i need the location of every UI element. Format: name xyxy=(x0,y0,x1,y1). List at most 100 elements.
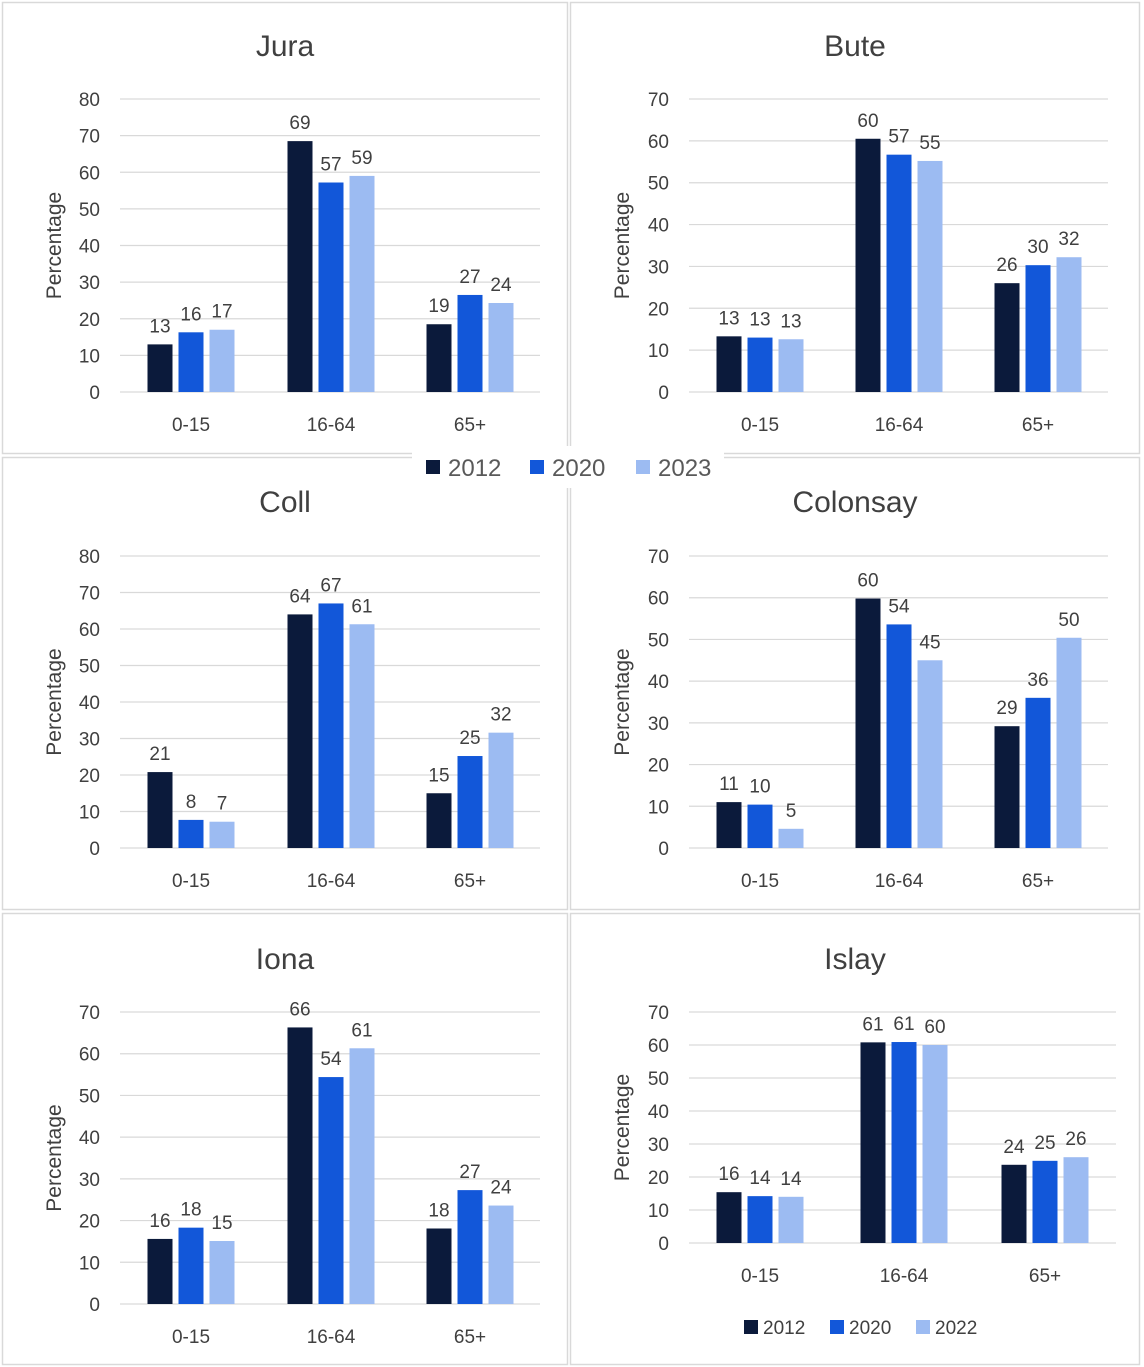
data-label: 18 xyxy=(428,1200,449,1221)
data-label: 60 xyxy=(857,111,878,132)
data-label: 21 xyxy=(149,744,170,765)
x-category-label: 16-64 xyxy=(880,1266,929,1287)
data-label: 32 xyxy=(1058,229,1079,250)
chart-title: Islay xyxy=(824,943,886,976)
data-label: 5 xyxy=(786,801,797,822)
data-label: 13 xyxy=(780,311,801,332)
bar-2020-0-15 xyxy=(178,819,204,848)
y-axis-label: Percentage xyxy=(43,1104,66,1211)
data-label: 27 xyxy=(459,1162,480,1183)
y-tick-label: 10 xyxy=(648,1201,669,1222)
y-tick-label: 70 xyxy=(79,584,100,605)
bar-2023-65+ xyxy=(488,732,514,848)
panel-border xyxy=(1,1,569,455)
y-tick-label: 0 xyxy=(89,1295,100,1316)
y-tick-label: 60 xyxy=(79,163,100,184)
bar-2022-16-64 xyxy=(922,1045,948,1243)
x-category-label: 0-15 xyxy=(741,871,779,892)
bar-2020-16-64 xyxy=(886,154,912,392)
data-label: 64 xyxy=(289,586,311,607)
bar-2020-0-15 xyxy=(747,804,773,848)
bar-2020-0-15 xyxy=(747,337,773,392)
bar-2012-0-15 xyxy=(147,344,173,392)
bar-2020-0-15 xyxy=(747,1196,773,1243)
data-label: 69 xyxy=(289,113,310,134)
bar-2023-0-15 xyxy=(209,1241,235,1304)
main-legend-label: 2012 xyxy=(448,455,501,482)
chart-panel-coll: Coll 0 10 20 30 40 50 60 70 80 Percentage 0-15 16-64… xyxy=(1,456,569,911)
y-tick-label: 60 xyxy=(648,1036,669,1057)
chart-title: Bute xyxy=(824,30,886,63)
x-category-label: 16-64 xyxy=(307,871,356,892)
bar-2012-0-15 xyxy=(147,1238,173,1304)
bar-2020-0-15 xyxy=(178,1227,204,1304)
panel-border xyxy=(569,912,1141,1366)
y-tick-label: 0 xyxy=(658,383,669,404)
main-legend-background xyxy=(412,446,724,488)
x-category-label: 65+ xyxy=(1029,1266,1061,1287)
legend-label: 2012 xyxy=(763,1318,805,1339)
data-label: 30 xyxy=(1027,237,1048,258)
y-tick-label: 10 xyxy=(79,1253,100,1274)
bar-2020-16-64 xyxy=(891,1042,917,1243)
bar-2012-16-64 xyxy=(287,1027,313,1304)
legend-swatch xyxy=(830,1320,844,1334)
data-label: 11 xyxy=(719,774,739,795)
data-label: 15 xyxy=(428,765,449,786)
data-label: 26 xyxy=(1065,1129,1086,1150)
data-label: 17 xyxy=(211,302,232,323)
x-category-label: 65+ xyxy=(1022,871,1054,892)
main-legend-label: 2023 xyxy=(658,455,711,482)
data-label: 13 xyxy=(718,308,739,329)
data-label: 54 xyxy=(888,596,910,617)
bar-2022-0-15 xyxy=(778,1196,804,1243)
data-label: 13 xyxy=(149,316,170,337)
data-label: 61 xyxy=(893,1014,914,1035)
y-tick-label: 20 xyxy=(648,299,669,320)
main-legend-swatch xyxy=(636,460,650,474)
main-legend-swatch xyxy=(426,460,440,474)
x-category-label: 65+ xyxy=(454,871,486,892)
x-category-label: 16-64 xyxy=(875,871,924,892)
data-label: 16 xyxy=(180,304,201,325)
bar-2023-16-64 xyxy=(917,160,943,392)
bar-2012-16-64 xyxy=(287,141,313,392)
x-category-label: 65+ xyxy=(454,1327,486,1348)
y-tick-label: 70 xyxy=(79,1003,100,1024)
data-label: 61 xyxy=(351,596,372,617)
bar-2020-16-64 xyxy=(318,182,344,392)
data-label: 60 xyxy=(924,1017,945,1038)
data-label: 26 xyxy=(996,255,1017,276)
y-tick-label: 70 xyxy=(648,547,669,568)
data-label: 45 xyxy=(919,632,940,653)
x-category-label: 65+ xyxy=(454,415,486,436)
bar-2012-0-15 xyxy=(716,336,742,392)
bar-2012-16-64 xyxy=(855,138,881,392)
data-label: 14 xyxy=(749,1168,771,1189)
data-label: 29 xyxy=(996,698,1017,719)
data-label: 16 xyxy=(149,1211,170,1232)
x-category-label: 16-64 xyxy=(875,415,924,436)
y-tick-label: 60 xyxy=(648,589,669,610)
bar-2023-0-15 xyxy=(209,821,235,848)
y-tick-label: 60 xyxy=(79,1045,100,1066)
bar-2020-65+ xyxy=(1032,1160,1058,1243)
y-tick-label: 30 xyxy=(79,730,100,751)
y-tick-label: 70 xyxy=(648,1003,669,1024)
x-category-label: 0-15 xyxy=(172,1327,210,1348)
data-label: 8 xyxy=(186,792,197,813)
bar-2023-16-64 xyxy=(349,1048,375,1304)
data-label: 24 xyxy=(490,1178,512,1199)
y-axis-label: Percentage xyxy=(43,648,66,755)
legend-swatch xyxy=(916,1320,930,1334)
y-tick-label: 50 xyxy=(648,630,669,651)
bar-2020-16-64 xyxy=(318,603,344,848)
y-tick-label: 20 xyxy=(79,1212,100,1233)
data-label: 32 xyxy=(490,705,511,726)
bar-2023-65+ xyxy=(1056,637,1082,848)
y-tick-label: 0 xyxy=(89,839,100,860)
bar-2023-16-64 xyxy=(917,660,943,848)
x-category-label: 0-15 xyxy=(172,415,210,436)
data-label: 19 xyxy=(428,296,449,317)
bar-2012-0-15 xyxy=(716,802,742,848)
